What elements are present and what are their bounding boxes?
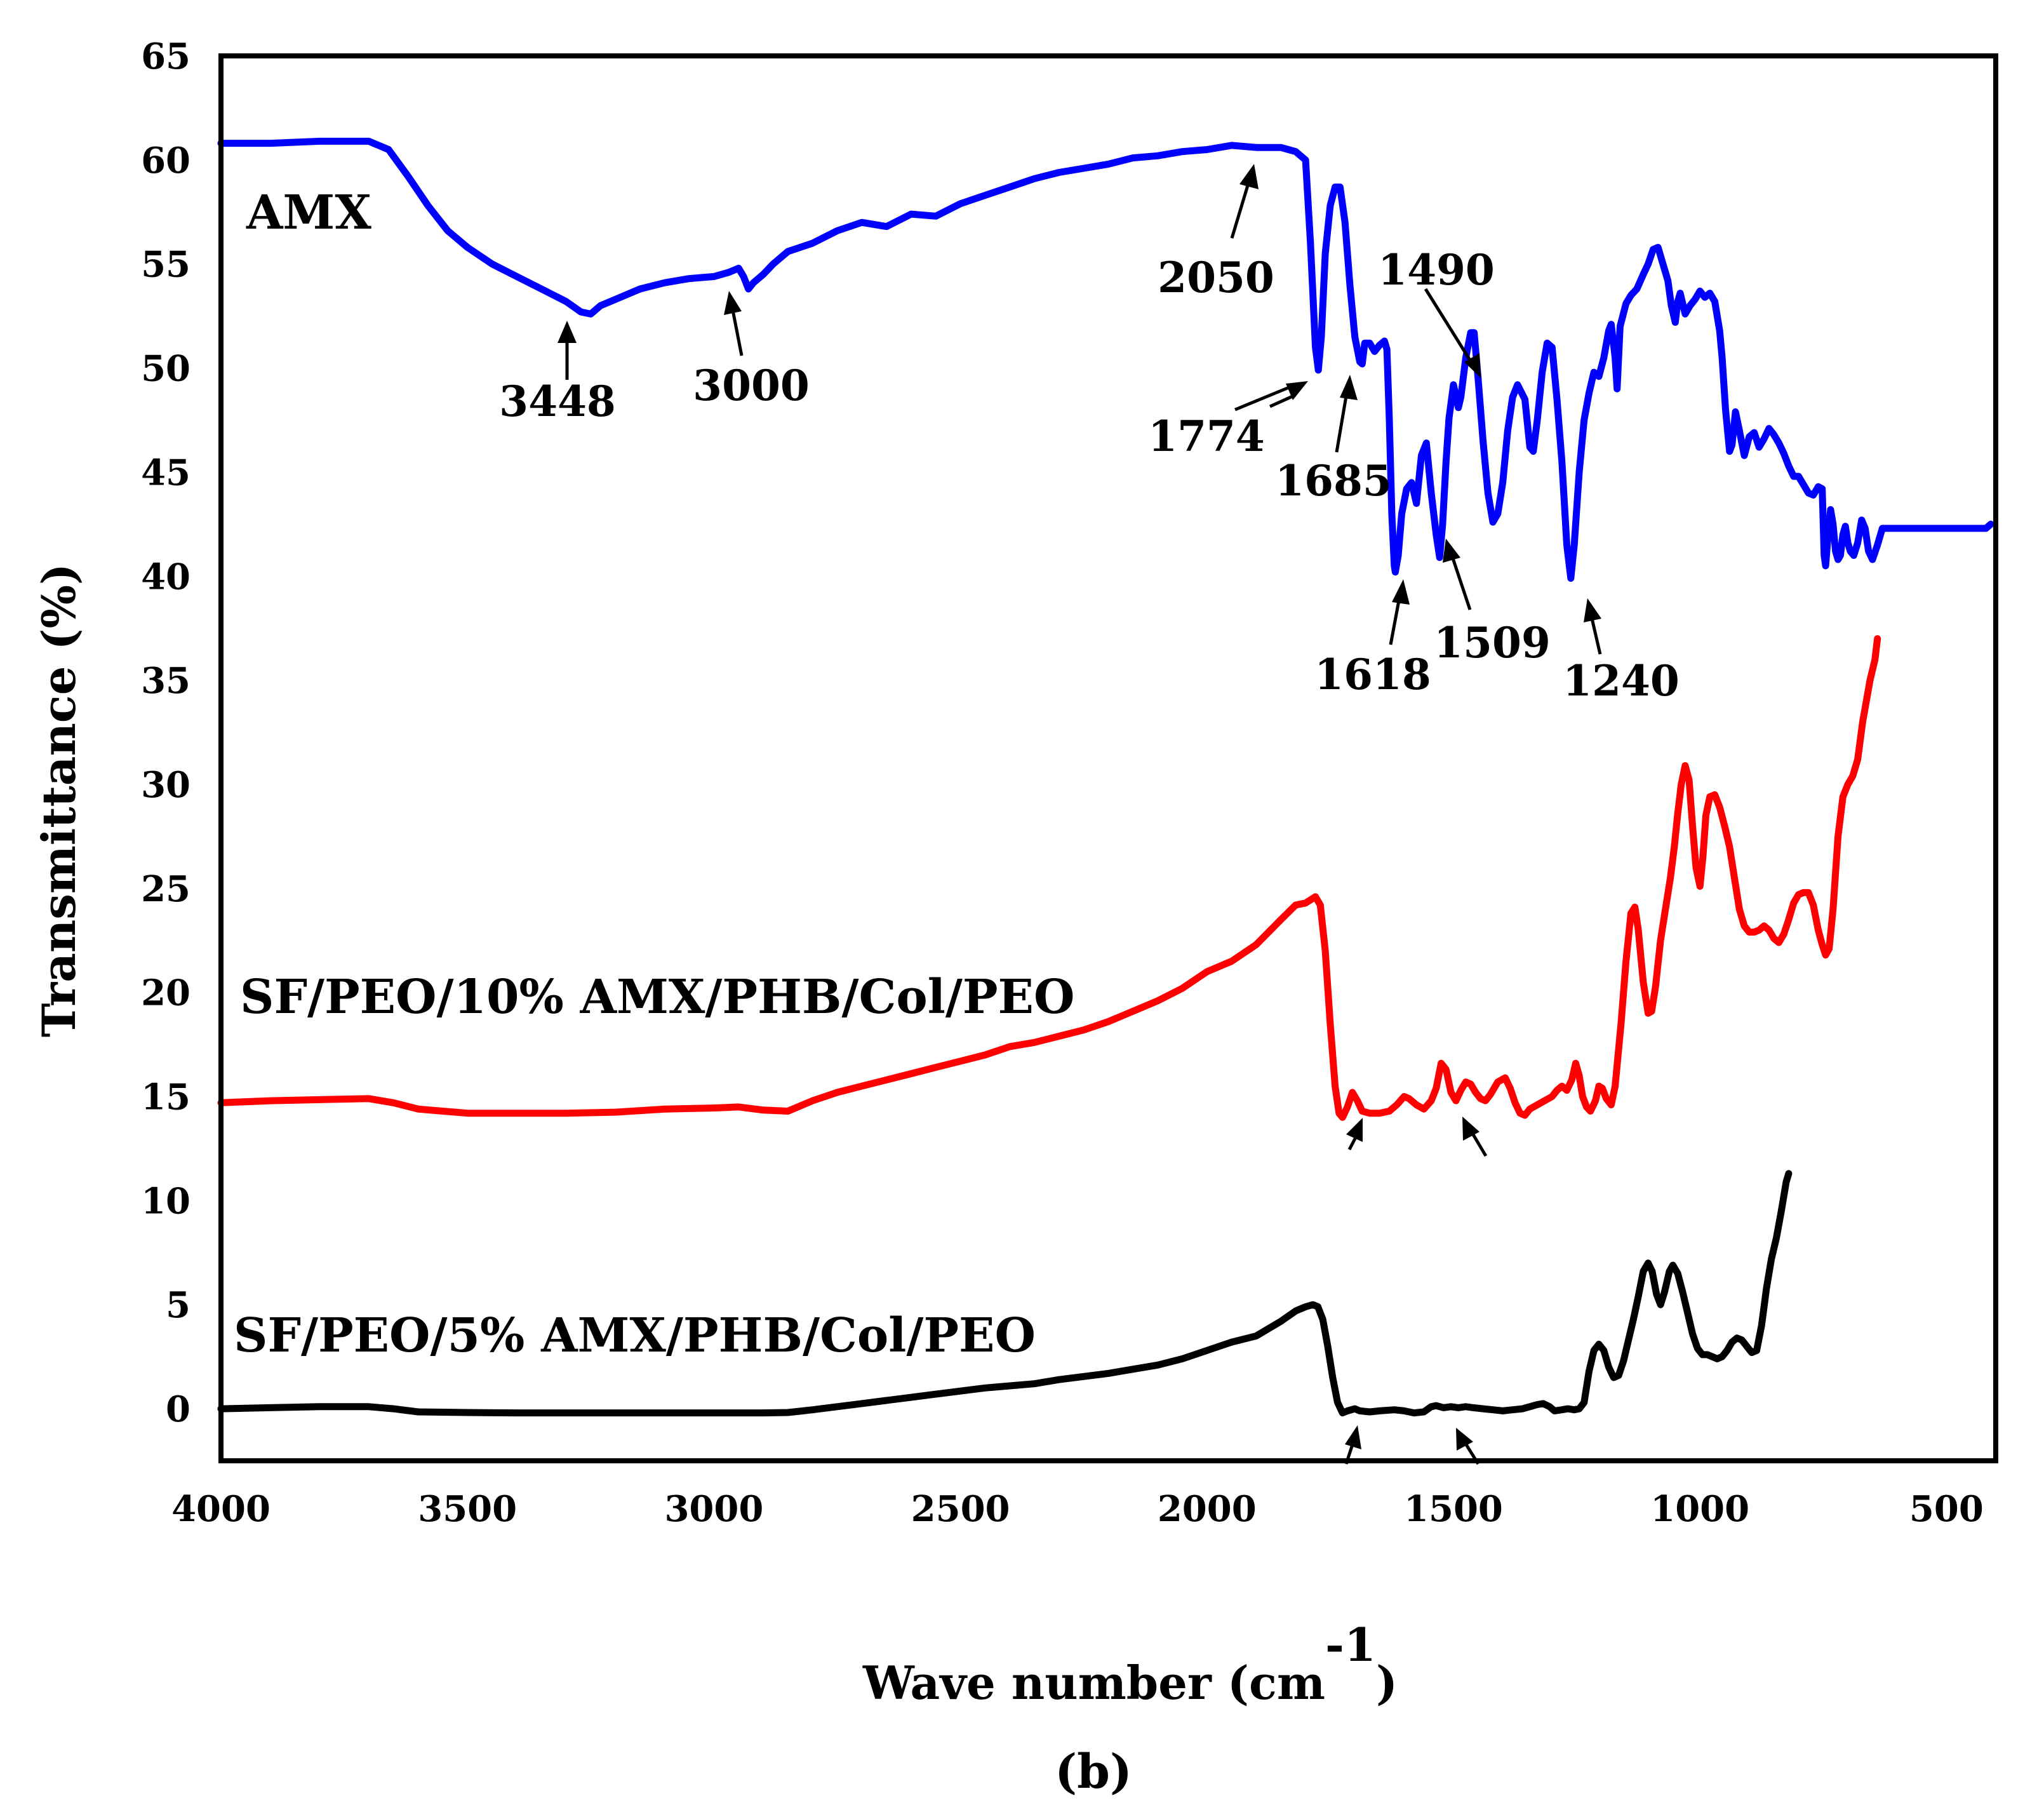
y-tick-label: 60 xyxy=(141,140,190,182)
series-line-2 xyxy=(217,1170,1793,1417)
x-axis-title: Wave number (cm-1) xyxy=(862,1618,1398,1710)
peak-arrow-3000 xyxy=(724,291,744,356)
y-axis-ticks: 0 5 10 15 20 25 30 35 40 45 50 55 60 65 xyxy=(141,36,190,1430)
y-tick-label: 25 xyxy=(141,868,190,910)
x-axis-title-suffix: ) xyxy=(1376,1656,1398,1710)
y-tick-label: 10 xyxy=(141,1180,190,1222)
arrow-black-1490 xyxy=(1456,1428,1480,1465)
x-axis-title-superscript: -1 xyxy=(1325,1618,1376,1672)
y-tick-label: 55 xyxy=(141,244,190,286)
series-name-5pct: SF/PEO/5% AMX/PHB/Col/PEO xyxy=(234,1308,1036,1363)
y-tick-label: 45 xyxy=(141,452,190,493)
peak-arrow-1240 xyxy=(1584,598,1602,655)
arrow-red-1685 xyxy=(1346,1118,1363,1151)
peak-label-3000: 3000 xyxy=(693,361,810,410)
x-axis-title-main: Wave number (cm xyxy=(862,1656,1325,1710)
y-tick-label: 5 xyxy=(166,1284,190,1326)
series-name-amx: AMX xyxy=(246,185,371,240)
peak-label-3448: 3448 xyxy=(499,377,616,426)
peak-arrow-2050 xyxy=(1230,164,1259,239)
x-tick-label: 1500 xyxy=(1404,1488,1503,1530)
series-line-1 xyxy=(217,635,1881,1121)
y-tick-label: 30 xyxy=(141,764,190,806)
x-axis-ticks: 4000 3500 3000 2500 2000 1500 1000 500 xyxy=(171,1488,1984,1530)
series-layer xyxy=(217,137,1994,1417)
y-tick-label: 15 xyxy=(141,1077,190,1118)
y-axis-title: Transmittance (%) xyxy=(32,563,86,1037)
peak-label-1685: 1685 xyxy=(1275,456,1392,506)
peak-label-1509: 1509 xyxy=(1434,618,1551,668)
peak-label-2050: 2050 xyxy=(1158,253,1274,302)
peak-annotations: 3448 3000 2050 1774 1685 1490 1618 1509 … xyxy=(499,164,1680,1465)
x-tick-label: 3500 xyxy=(418,1488,517,1530)
y-tick-label: 65 xyxy=(141,36,190,77)
x-tick-label: 2000 xyxy=(1158,1488,1257,1530)
series-line-0 xyxy=(217,137,1994,582)
peak-arrow-1618 xyxy=(1389,579,1410,645)
arrow-black-1685 xyxy=(1344,1425,1361,1465)
peak-label-1774: 1774 xyxy=(1148,412,1265,461)
y-tick-label: 0 xyxy=(166,1388,190,1430)
peak-arrow-1774 xyxy=(1234,381,1308,412)
peak-arrow-1685 xyxy=(1335,375,1358,453)
peak-arrow-1490 xyxy=(1424,288,1481,378)
y-tick-label: 20 xyxy=(141,972,190,1014)
plot-frame xyxy=(218,53,1998,1463)
panel-label: (b) xyxy=(1055,1745,1132,1799)
x-tick-label: 3000 xyxy=(664,1488,763,1530)
x-tick-label: 500 xyxy=(1909,1488,1984,1530)
y-tick-label: 40 xyxy=(141,556,190,598)
arrow-red-1490 xyxy=(1462,1117,1488,1157)
y-tick-label: 35 xyxy=(141,660,190,702)
x-tick-label: 1000 xyxy=(1650,1488,1749,1530)
peak-arrow-1509 xyxy=(1443,539,1472,610)
peak-label-1490: 1490 xyxy=(1378,245,1495,295)
peak-arrow-3448 xyxy=(558,321,577,380)
x-tick-label: 4000 xyxy=(171,1488,271,1530)
y-tick-label: 50 xyxy=(141,348,190,390)
x-tick-label: 2500 xyxy=(911,1488,1010,1530)
series-name-10pct: SF/PEO/10% AMX/PHB/Col/PEO xyxy=(240,970,1074,1024)
peak-label-1240: 1240 xyxy=(1563,656,1680,706)
peak-label-1618: 1618 xyxy=(1314,650,1431,699)
